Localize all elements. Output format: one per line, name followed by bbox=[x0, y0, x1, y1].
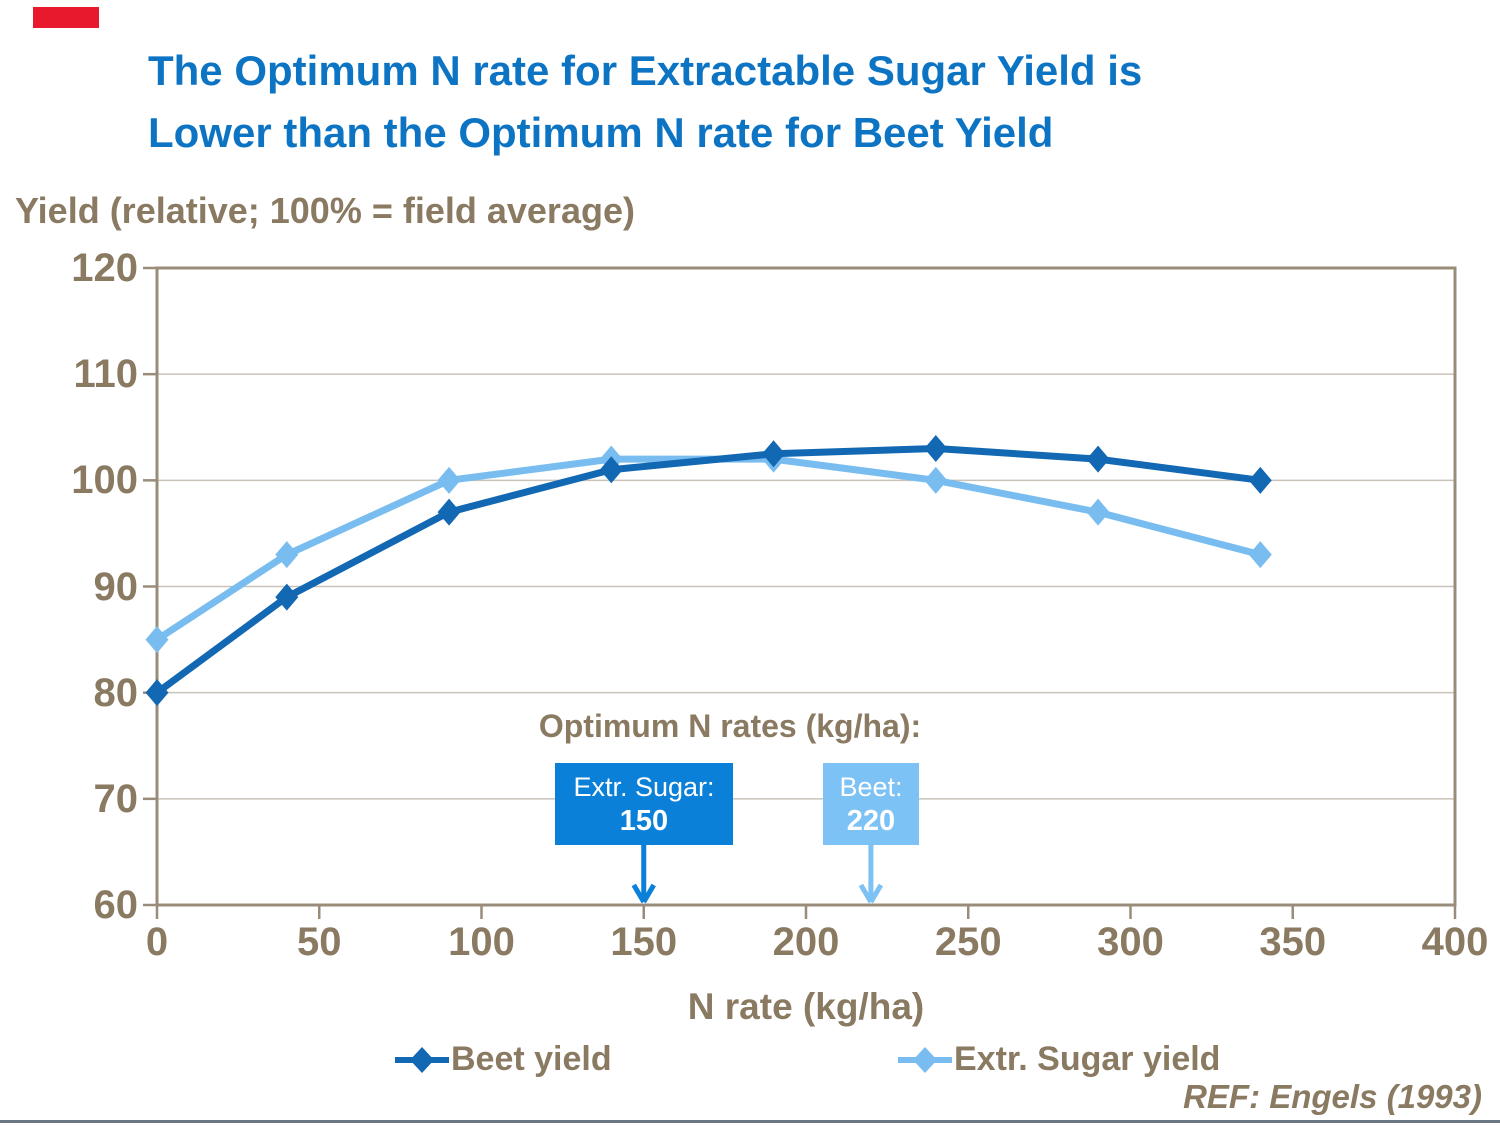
x-tick-label: 50 bbox=[297, 920, 342, 964]
callout-beet-optimum: Beet: 220 bbox=[823, 763, 919, 845]
plot-area bbox=[143, 266, 1457, 919]
chart-canvas bbox=[143, 266, 1457, 919]
x-tick-label: 250 bbox=[934, 920, 1002, 964]
x-tick-label: 100 bbox=[448, 920, 515, 964]
legend-label-sugar-yield: Extr. Sugar yield bbox=[954, 1040, 1221, 1078]
x-tick-label: 150 bbox=[610, 920, 678, 964]
y-tick-label: 60 bbox=[93, 883, 139, 927]
callout-label: Beet: bbox=[839, 772, 903, 802]
legend-label-beet-yield: Beet yield bbox=[451, 1040, 612, 1078]
callout-value: 150 bbox=[619, 805, 669, 837]
slide-title: The Optimum N rate for Extractable Sugar… bbox=[148, 40, 1408, 164]
data-point-marker bbox=[275, 583, 299, 611]
data-point-marker bbox=[437, 466, 461, 494]
data-point-marker bbox=[275, 541, 299, 569]
slide-title-line-2: Lower than the Optimum N rate for Beet Y… bbox=[148, 109, 1054, 156]
y-tick-label: 100 bbox=[71, 458, 138, 503]
x-tick-label: 300 bbox=[1097, 920, 1164, 964]
legend-item-sugar-yield: Extr. Sugar yield bbox=[896, 1040, 1220, 1079]
data-point-marker bbox=[924, 434, 948, 462]
data-point-marker bbox=[599, 456, 623, 484]
data-point-marker bbox=[1248, 466, 1272, 494]
y-tick-label: 70 bbox=[93, 776, 139, 821]
series-line bbox=[154, 444, 1261, 696]
legend-item-beet-yield: Beet yield bbox=[393, 1040, 612, 1079]
data-point-marker bbox=[762, 440, 786, 468]
x-tick-label: 200 bbox=[772, 920, 840, 964]
data-point-marker bbox=[1086, 445, 1110, 473]
red-corner-marker bbox=[33, 7, 99, 28]
x-tick-label: 350 bbox=[1259, 920, 1327, 964]
y-axis-title: Yield (relative; 100% = field average) bbox=[15, 190, 635, 231]
data-point-marker bbox=[145, 626, 169, 654]
data-point-marker bbox=[924, 466, 948, 494]
y-tick-label: 110 bbox=[73, 352, 138, 397]
callout-label: Extr. Sugar: bbox=[573, 772, 715, 802]
x-tick-label: 400 bbox=[1421, 920, 1489, 964]
series-line bbox=[155, 455, 1262, 643]
annotation-heading: Optimum N rates (kg/ha): bbox=[538, 708, 922, 744]
data-point-marker bbox=[1086, 498, 1110, 526]
data-point-marker bbox=[145, 679, 169, 707]
callout-value: 220 bbox=[846, 805, 896, 837]
beet-series-marker-icon bbox=[395, 1046, 449, 1073]
footer-rule bbox=[0, 1120, 1500, 1123]
reference-credit: REF: Engels (1993) bbox=[1183, 1078, 1482, 1115]
data-point-marker bbox=[437, 498, 461, 526]
callout-extr-sugar-optimum: Extr. Sugar: 150 bbox=[555, 763, 733, 845]
y-tick-label: 80 bbox=[93, 670, 139, 715]
slide-title-line-1: The Optimum N rate for Extractable Sugar… bbox=[148, 47, 1143, 94]
y-tick-label: 90 bbox=[93, 564, 139, 609]
sugar-series-marker-icon bbox=[898, 1046, 952, 1073]
x-axis-title: N rate (kg/ha) bbox=[687, 986, 925, 1027]
x-tick-label: 0 bbox=[145, 920, 169, 964]
y-tick-label: 120 bbox=[71, 246, 138, 290]
data-point-marker bbox=[1248, 541, 1272, 569]
